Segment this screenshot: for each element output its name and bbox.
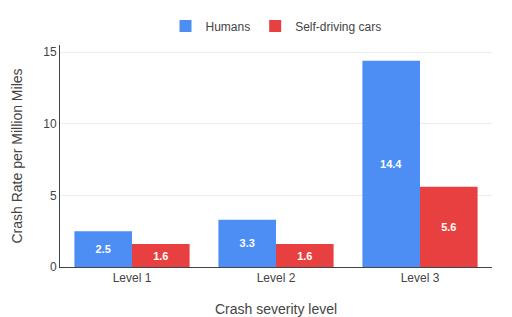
svg-text:Crash Rate per Million Miles: Crash Rate per Million Miles: [9, 68, 25, 243]
svg-text:Self-driving cars: Self-driving cars: [295, 20, 381, 34]
svg-text:2.5: 2.5: [96, 243, 111, 255]
svg-text:1.6: 1.6: [297, 250, 312, 262]
svg-text:5.6: 5.6: [441, 221, 456, 233]
svg-text:1.6: 1.6: [153, 250, 168, 262]
svg-text:Crash severity level: Crash severity level: [215, 301, 337, 317]
svg-text:10: 10: [43, 117, 57, 131]
svg-text:Humans: Humans: [206, 20, 251, 34]
svg-text:Level 1: Level 1: [113, 271, 152, 285]
svg-text:14.4: 14.4: [380, 158, 402, 170]
svg-text:Level 3: Level 3: [401, 271, 440, 285]
svg-text:0: 0: [50, 260, 57, 274]
svg-text:5: 5: [50, 189, 57, 203]
svg-text:Level 2: Level 2: [257, 271, 296, 285]
svg-text:15: 15: [43, 45, 57, 59]
svg-text:3.3: 3.3: [240, 237, 255, 249]
